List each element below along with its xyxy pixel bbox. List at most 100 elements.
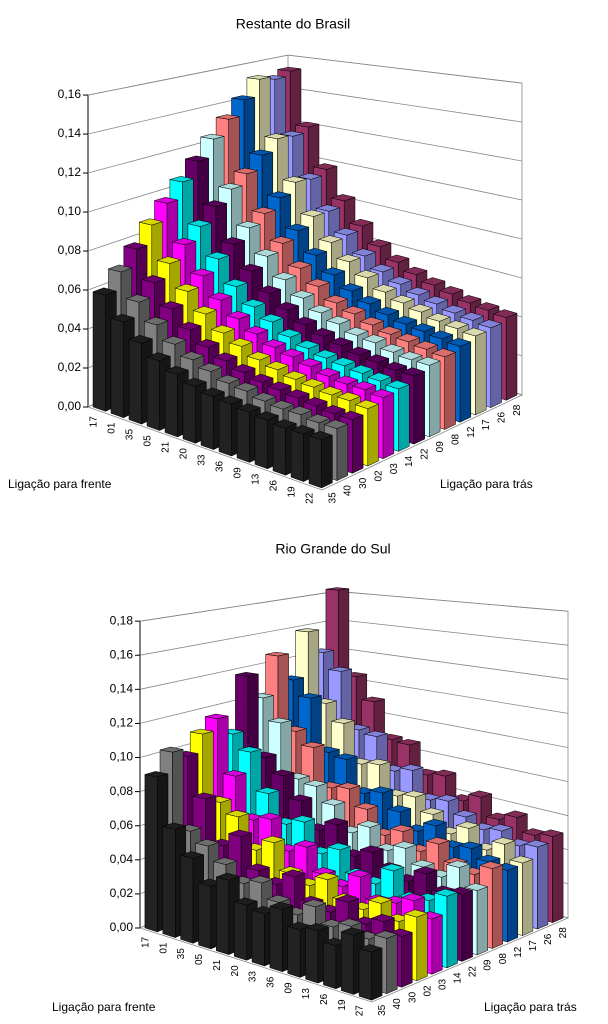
bar-top (338, 283, 364, 292)
bar-face (162, 826, 176, 938)
y-tick-label: 0,14 (58, 126, 82, 140)
bar-side (522, 858, 534, 936)
bar-side (413, 371, 425, 445)
bar-face (272, 423, 286, 476)
bar-top (524, 839, 549, 848)
bar-top (399, 764, 425, 771)
bar-top (261, 339, 287, 348)
bar-top (295, 340, 321, 349)
bar-top (445, 860, 471, 868)
bar-top (388, 928, 414, 937)
depth-tick-label: 12 (513, 946, 524, 958)
bar-top (405, 287, 431, 296)
x-tick-label: 27 (355, 1005, 366, 1017)
bar-top (302, 247, 328, 256)
bar-face (146, 356, 160, 431)
x-tick-label: 01 (107, 422, 118, 434)
bar-top (297, 173, 323, 180)
bar-top (233, 382, 259, 392)
depth-tick-label: 28 (558, 927, 569, 939)
bar-top (260, 835, 286, 844)
bar-top (400, 367, 426, 377)
depth-tick-label: 26 (497, 412, 508, 424)
bar-face (180, 854, 194, 944)
bar-side (459, 341, 472, 423)
x-tick-label: 33 (248, 971, 259, 983)
bar-top (456, 295, 482, 304)
bar-top (354, 269, 379, 279)
x-tick-label: 19 (337, 999, 348, 1011)
bar-top (423, 295, 449, 305)
bar-top (228, 338, 254, 347)
bar-top (318, 235, 344, 243)
bar-top (146, 352, 172, 362)
bar-top (364, 730, 388, 737)
bar-top (478, 861, 504, 869)
bar-side (491, 864, 504, 949)
depth-tick-label: 02 (373, 470, 384, 482)
bar-top (422, 818, 448, 827)
bar-top (452, 810, 478, 818)
bar-side (401, 932, 413, 988)
bar-top (171, 237, 197, 246)
y-tick-label: 0,02 (110, 886, 134, 900)
bar-top (377, 326, 403, 335)
bar-top (125, 294, 151, 303)
bar-top (420, 277, 446, 286)
bar-face (236, 407, 250, 463)
bar-top (271, 272, 297, 281)
y-tick-label: 0,14 (110, 682, 134, 696)
x-tick-label: 35 (125, 429, 136, 441)
bar-top (341, 305, 367, 315)
bar-top (395, 333, 421, 343)
bar-top (161, 335, 187, 345)
bar-top (307, 304, 333, 314)
bar-face (251, 910, 265, 967)
bar-top (177, 321, 202, 331)
bar-top (467, 790, 493, 798)
bar-top (384, 254, 410, 263)
depth-tick-label: 22 (420, 448, 431, 460)
bar-top (413, 340, 439, 350)
bar-top (438, 286, 464, 295)
depth-tick-label: 03 (389, 463, 400, 475)
x-tick-label: 09 (283, 982, 294, 994)
bar-top (367, 895, 393, 904)
bar-top (236, 403, 262, 413)
bar-top (356, 820, 382, 828)
x-tick-label: 17 (89, 416, 100, 428)
bar-top (192, 306, 218, 315)
depth-tick-label: 35 (327, 492, 338, 504)
bar-side (444, 352, 456, 430)
bar-top (323, 419, 349, 429)
bar-top (251, 392, 277, 402)
depth-tick-label: 22 (468, 966, 479, 978)
bar-top (202, 200, 228, 208)
bar-top (272, 419, 298, 429)
y-tick-label: 0,16 (110, 647, 134, 661)
bar-top (359, 845, 385, 853)
x-tick-label: 05 (143, 435, 154, 447)
depth-tick-label: 28 (512, 404, 523, 416)
bar-top (463, 883, 489, 891)
bar-top (354, 399, 380, 409)
bar-top (492, 309, 518, 318)
x-tick-label: 26 (319, 993, 330, 1005)
bar-top (459, 312, 485, 321)
bar-face (269, 905, 283, 973)
bar-top (503, 810, 529, 818)
bar-face (144, 774, 158, 933)
depth-tick-label: 35 (377, 1004, 388, 1016)
depth-tick-label: 12 (466, 426, 477, 438)
x-tick-label: 20 (230, 965, 241, 977)
bar-top (426, 313, 451, 322)
bar-top (138, 218, 164, 226)
bar-top (292, 316, 318, 326)
bar-top (191, 792, 217, 800)
bar-face (200, 392, 214, 450)
bar-top (128, 334, 154, 344)
bar-side (505, 312, 518, 401)
bar-top (370, 914, 396, 923)
bar-top (387, 276, 413, 285)
bar-top (326, 842, 352, 851)
